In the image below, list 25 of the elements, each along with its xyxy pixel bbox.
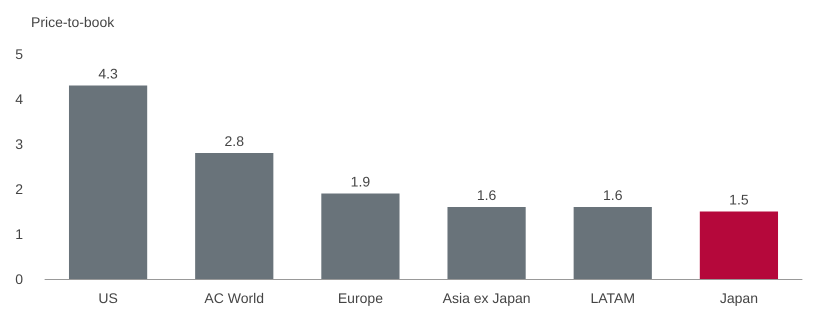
data-label: 1.6 <box>476 187 497 203</box>
data-label: 4.3 <box>98 66 118 82</box>
bar <box>68 86 148 279</box>
bar <box>195 153 274 279</box>
y-tick-label: 1 <box>15 226 24 242</box>
bar <box>700 212 778 279</box>
y-tick-label: 2 <box>15 181 24 197</box>
x-tick-label: Europe <box>338 290 384 306</box>
y-tick-label: 0 <box>15 271 24 287</box>
data-label: 1.5 <box>729 192 749 208</box>
x-tick-label: AC World <box>204 290 264 306</box>
data-label: 1.6 <box>603 187 623 203</box>
bar <box>321 194 400 279</box>
x-tick-label: US <box>98 290 118 306</box>
y-tick-label: 5 <box>15 46 24 62</box>
y-tick-label: 3 <box>15 136 24 152</box>
x-tick-label: LATAM <box>590 290 636 306</box>
x-tick-label: Asia ex Japan <box>442 290 531 306</box>
data-label: 1.9 <box>350 174 370 190</box>
data-label: 2.8 <box>224 133 244 149</box>
bar <box>574 207 652 279</box>
y-tick-label: 4 <box>15 91 24 107</box>
y-axis-title: Price-to-book <box>31 14 116 30</box>
x-tick-label: Japan <box>720 290 758 306</box>
bar <box>447 207 526 279</box>
